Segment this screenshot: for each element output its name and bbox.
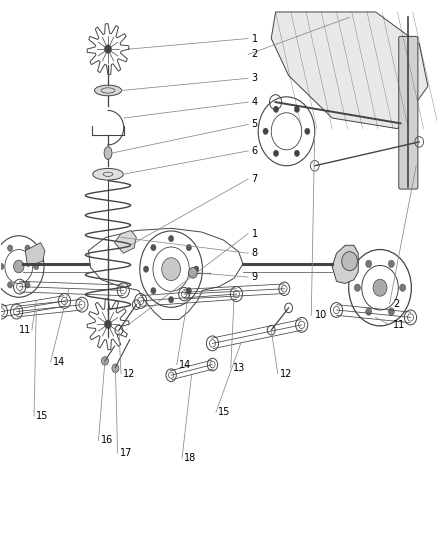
Text: 12: 12 xyxy=(123,369,136,378)
Ellipse shape xyxy=(93,168,123,180)
Text: 18: 18 xyxy=(184,454,196,463)
Circle shape xyxy=(188,268,197,278)
Ellipse shape xyxy=(104,147,112,159)
Text: 13: 13 xyxy=(233,364,245,373)
Circle shape xyxy=(7,245,13,252)
Text: 10: 10 xyxy=(315,310,327,320)
Circle shape xyxy=(305,128,310,134)
Text: 4: 4 xyxy=(252,97,258,107)
Circle shape xyxy=(162,257,180,280)
Circle shape xyxy=(34,263,39,270)
Text: 14: 14 xyxy=(179,360,191,369)
Polygon shape xyxy=(115,230,136,253)
Text: 1: 1 xyxy=(252,34,258,44)
Text: 14: 14 xyxy=(53,357,65,367)
Circle shape xyxy=(25,245,30,252)
Circle shape xyxy=(389,260,394,268)
Circle shape xyxy=(14,260,24,273)
Text: 5: 5 xyxy=(252,119,258,130)
Text: 3: 3 xyxy=(252,73,258,83)
Text: 16: 16 xyxy=(101,435,113,446)
Text: 9: 9 xyxy=(252,272,258,282)
Text: 12: 12 xyxy=(280,369,292,378)
Circle shape xyxy=(112,364,119,373)
FancyBboxPatch shape xyxy=(399,36,418,189)
Circle shape xyxy=(194,266,199,272)
Circle shape xyxy=(144,266,148,272)
Text: 15: 15 xyxy=(36,411,49,421)
Text: 15: 15 xyxy=(218,407,230,417)
Circle shape xyxy=(169,296,174,303)
Circle shape xyxy=(7,281,13,288)
Ellipse shape xyxy=(95,85,121,96)
Text: 2: 2 xyxy=(393,298,399,309)
Text: 17: 17 xyxy=(120,448,132,458)
Text: 11: 11 xyxy=(393,320,405,330)
Circle shape xyxy=(25,281,30,288)
Text: 1: 1 xyxy=(252,229,258,239)
Circle shape xyxy=(105,320,112,328)
Polygon shape xyxy=(271,12,428,128)
Text: 8: 8 xyxy=(252,248,258,259)
Circle shape xyxy=(366,260,372,268)
Circle shape xyxy=(366,308,372,316)
Circle shape xyxy=(294,106,300,112)
Circle shape xyxy=(342,252,357,271)
Circle shape xyxy=(263,128,268,134)
Circle shape xyxy=(102,357,109,365)
Circle shape xyxy=(273,106,279,112)
Circle shape xyxy=(151,288,156,294)
Text: 2: 2 xyxy=(252,50,258,59)
Circle shape xyxy=(354,284,360,292)
Circle shape xyxy=(399,284,406,292)
Circle shape xyxy=(151,244,156,251)
Circle shape xyxy=(294,150,300,157)
Circle shape xyxy=(105,45,112,53)
Polygon shape xyxy=(25,243,45,266)
Text: 7: 7 xyxy=(252,174,258,184)
Polygon shape xyxy=(332,245,358,284)
Text: 6: 6 xyxy=(252,146,258,156)
Text: 11: 11 xyxy=(19,325,31,335)
Circle shape xyxy=(186,244,191,251)
Circle shape xyxy=(186,288,191,294)
Circle shape xyxy=(373,279,387,296)
Circle shape xyxy=(0,263,4,270)
Circle shape xyxy=(169,236,174,242)
Circle shape xyxy=(273,150,279,157)
Circle shape xyxy=(389,308,394,316)
